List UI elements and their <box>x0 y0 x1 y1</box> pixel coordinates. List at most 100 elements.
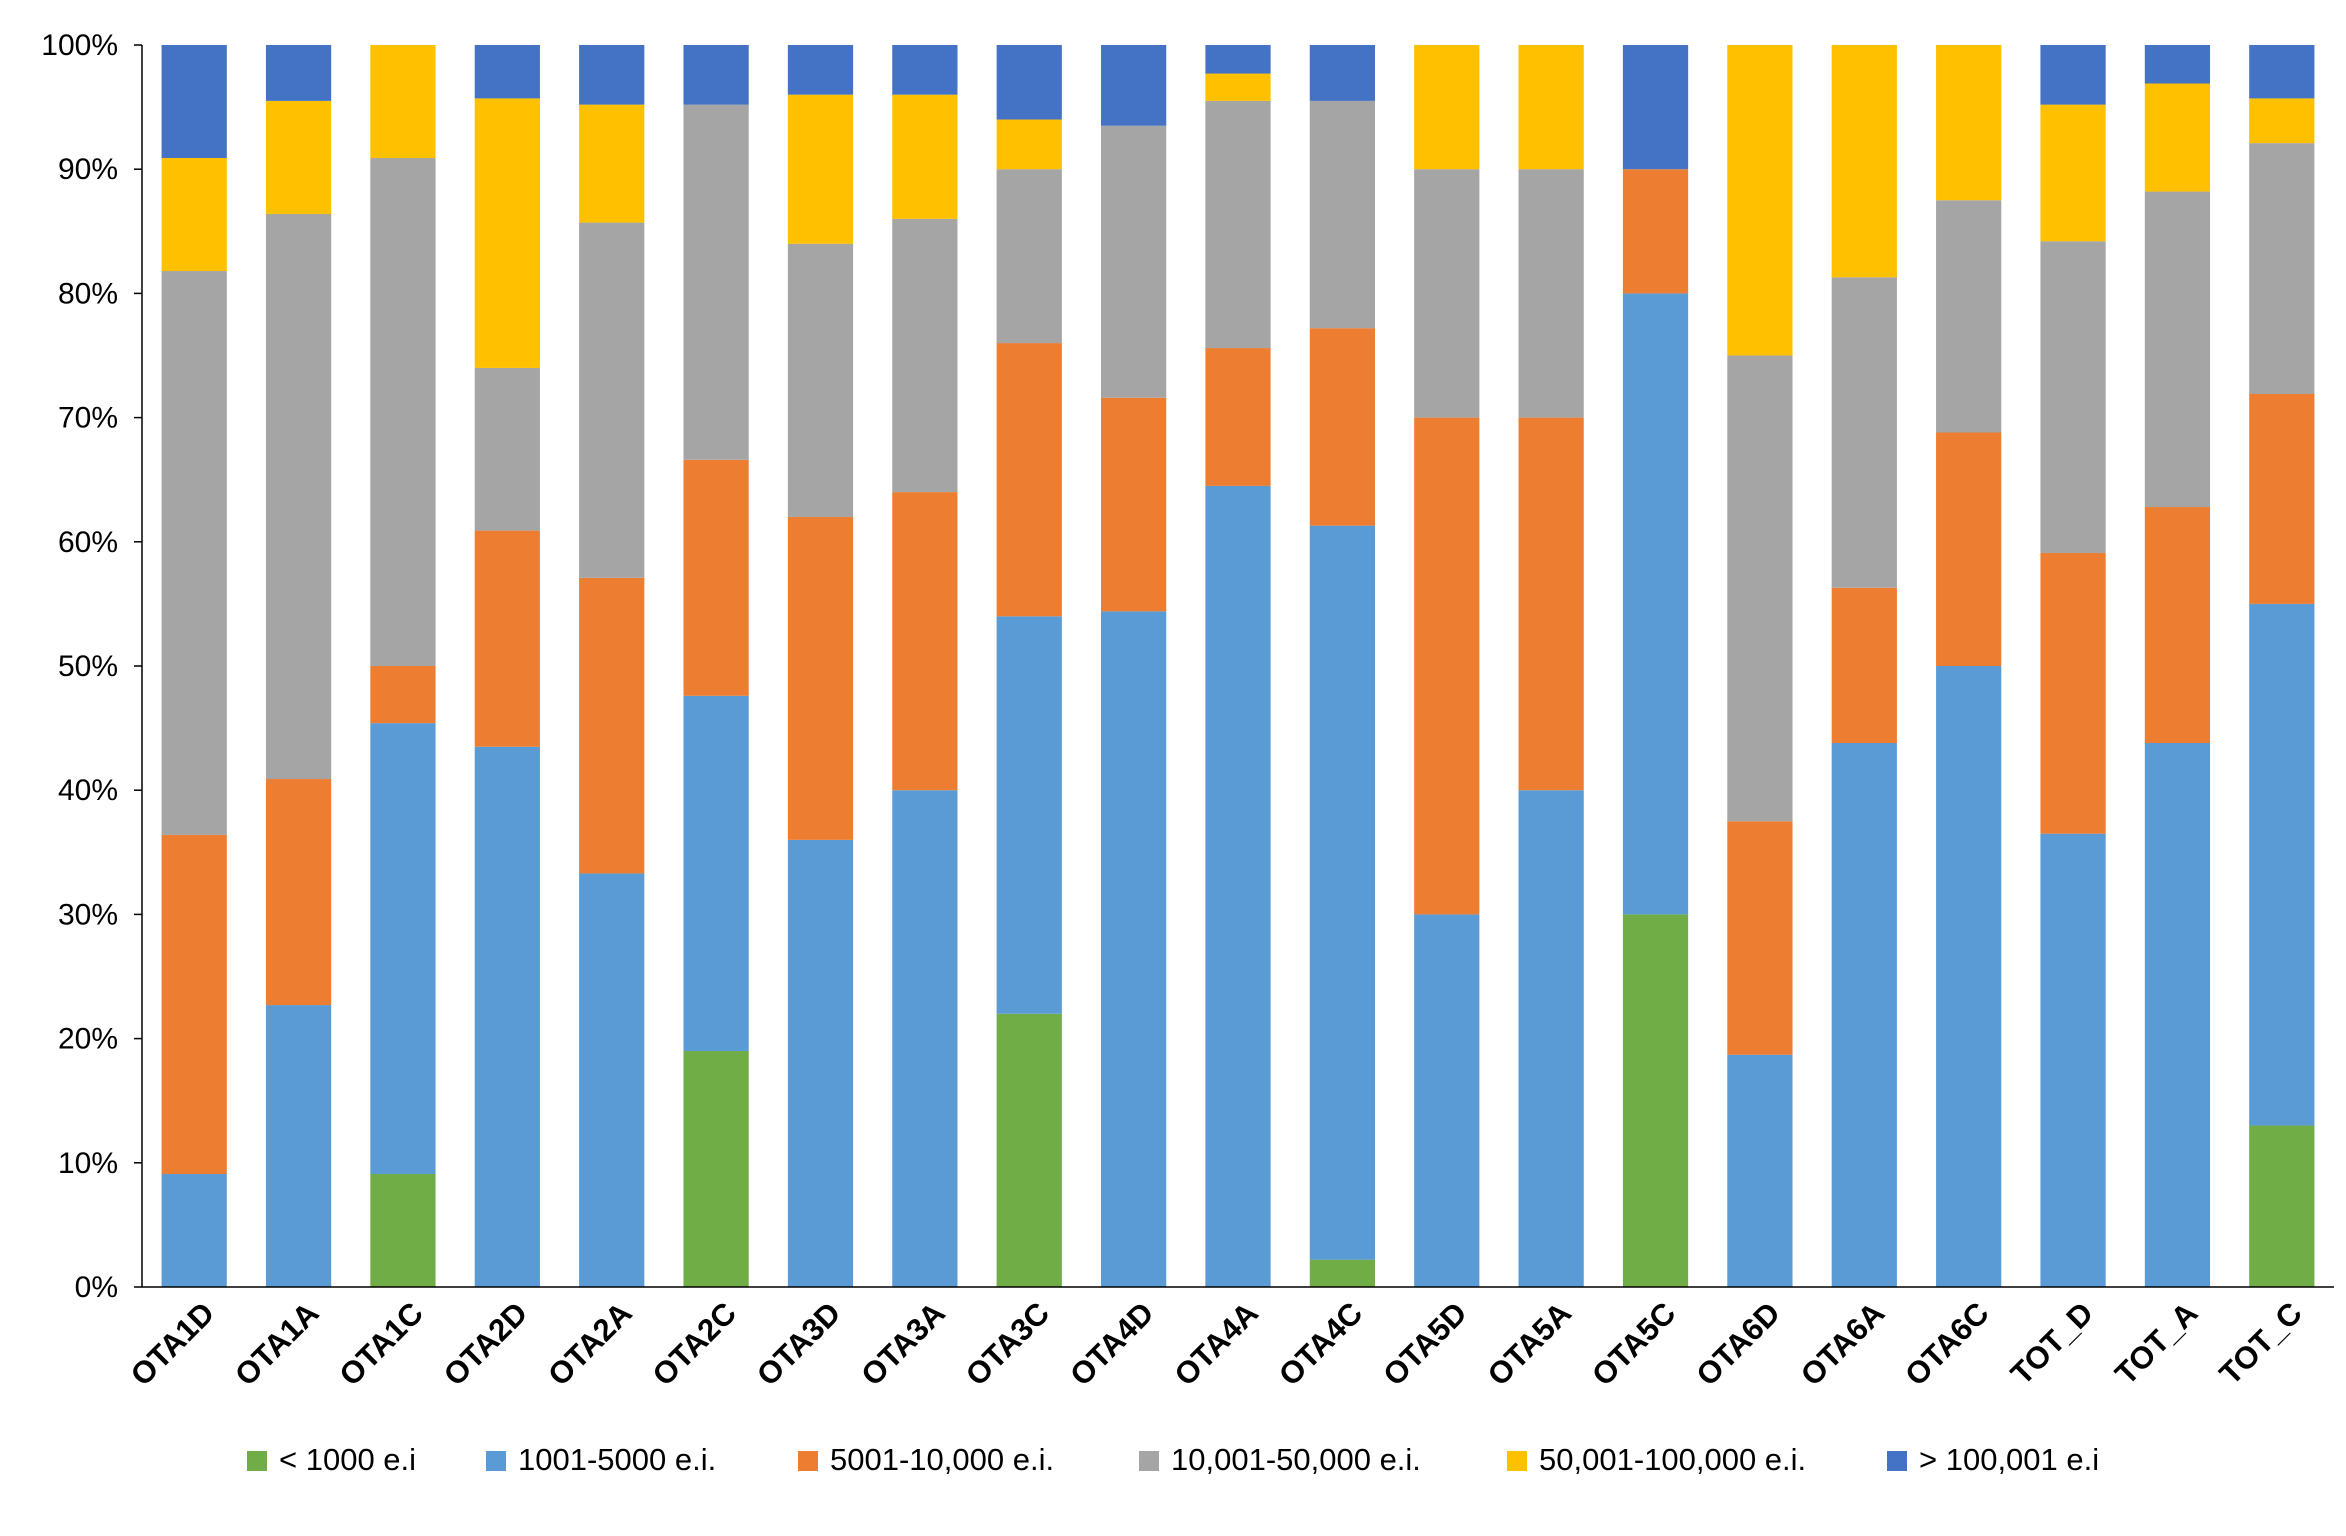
bar-segment-ota6a-series-3 <box>1831 587 1897 743</box>
bar-segment-tot-c-series-3 <box>2249 394 2315 604</box>
bar-segment-ota5a-series-4 <box>1518 169 1584 418</box>
bar-segment-ota5d-series-4 <box>1414 169 1480 418</box>
bar-segment-ota3d-series-5 <box>787 94 854 244</box>
bar-segment-tot-a-series-5 <box>2144 83 2211 192</box>
bar-segment-ota2a-series-2 <box>579 873 645 1287</box>
x-axis-tick-labels: OTA1D OTA1A OTA1C OTA2D OTA2A OTA2C OTA3D OTA3A… <box>124 1295 2309 1392</box>
bar-segment-ota5a-series-5 <box>1518 45 1584 170</box>
x-tick-label: TOT_C <box>2213 1295 2309 1391</box>
bar-segment-ota2d-series-3 <box>474 530 540 747</box>
bar-segment-ota1d-series-5 <box>161 158 227 272</box>
bar-segment-ota6c-series-2 <box>1936 666 2002 1287</box>
x-tick-label: OTA2C <box>646 1295 743 1392</box>
bar-segment-ota1c-series-4 <box>370 158 436 666</box>
bar-segment-ota5d-series-3 <box>1414 417 1480 915</box>
bar-segment-ota5a-series-3 <box>1518 417 1584 791</box>
bar-segment-ota5c-series-2 <box>1622 293 1689 915</box>
bar-segment-ota3c-series-4 <box>996 169 1062 344</box>
bar-segment-ota3d-series-2 <box>787 839 854 1287</box>
bar-segment-ota3c-series-5 <box>996 119 1062 170</box>
legend-label: < 1000 e.i <box>279 1442 416 1477</box>
bar-segment-ota3d-series-4 <box>787 243 854 517</box>
bar-segment-ota2d-series-2 <box>474 746 540 1287</box>
x-tick-label: OTA4A <box>1168 1295 1265 1392</box>
bar-segment-ota4c-series-4 <box>1309 100 1375 329</box>
legend-swatch <box>486 1451 506 1471</box>
bar-segment-tot-c-series-6 <box>2249 45 2315 99</box>
y-tick-label: 0% <box>75 1271 118 1304</box>
x-tick-label: OTA5D <box>1376 1295 1473 1392</box>
bar-segment-ota3c-series-2 <box>996 616 1062 1014</box>
bar-segment-ota1a-series-3 <box>265 779 332 1006</box>
y-tick-label: 80% <box>58 277 118 310</box>
bar-segment-tot-d-series-3 <box>2040 552 2106 834</box>
bar-segment-ota1c-series-5 <box>370 45 436 159</box>
bar-segment-ota6d-series-4 <box>1727 355 1793 822</box>
bar-segment-ota5d-series-2 <box>1414 914 1480 1287</box>
bar-segment-ota2d-series-5 <box>474 98 540 368</box>
x-tick-label: OTA6C <box>1898 1295 1995 1392</box>
bar-segment-ota5c-series-6 <box>1622 45 1689 170</box>
legend-swatch <box>1507 1451 1527 1471</box>
legend-swatch <box>1139 1451 1159 1471</box>
bar-segment-ota6d-series-3 <box>1727 821 1793 1055</box>
bar-segment-ota2a-series-3 <box>579 577 645 874</box>
y-tick-label: 70% <box>58 402 118 435</box>
bar-segment-ota2d-series-6 <box>474 45 540 99</box>
x-tick-label: TOT_D <box>2004 1295 2100 1391</box>
bar-segment-ota5d-series-5 <box>1414 45 1480 170</box>
bar-segment-ota3a-series-6 <box>892 45 958 95</box>
bar-segment-ota6a-series-4 <box>1831 277 1897 588</box>
bar-segment-ota2a-series-6 <box>579 45 645 105</box>
bar-segment-ota1a-series-5 <box>265 100 332 214</box>
bar-segment-ota1d-series-4 <box>161 271 227 835</box>
bar-segment-ota3d-series-3 <box>787 516 854 840</box>
bar-segment-ota2d-series-4 <box>474 367 540 531</box>
bar-segment-ota4d-series-2 <box>1101 611 1167 1287</box>
bar-segment-ota2a-series-5 <box>579 104 645 223</box>
bar-segment-ota6c-series-4 <box>1936 200 2002 433</box>
y-tick-label: 20% <box>58 1023 118 1056</box>
bar-segment-ota3a-series-5 <box>892 94 958 219</box>
bar-segment-ota6a-series-5 <box>1831 45 1897 278</box>
y-tick-label: 60% <box>58 526 118 559</box>
bar-segment-tot-c-series-1 <box>2249 1125 2315 1287</box>
x-tick-label: OTA6D <box>1689 1295 1786 1392</box>
x-tick-label: OTA1A <box>228 1295 325 1392</box>
x-tick-label: OTA4D <box>1063 1295 1160 1392</box>
bar-segment-ota5c-series-1 <box>1622 914 1689 1287</box>
bar-segment-ota1a-series-2 <box>265 1005 332 1287</box>
x-tick-label: TOT_A <box>2108 1295 2204 1391</box>
bar-segment-ota5a-series-2 <box>1518 790 1584 1287</box>
legend-label: > 100,001 e.i <box>1919 1442 2099 1477</box>
bar-segment-ota2c-series-3 <box>683 459 749 696</box>
x-tick-label: OTA3A <box>854 1295 951 1392</box>
bar-segment-ota4a-series-3 <box>1205 348 1271 486</box>
bar-segment-ota3a-series-2 <box>892 790 958 1287</box>
bar-segment-ota2c-series-4 <box>683 104 749 460</box>
y-tick-label: 40% <box>58 774 118 807</box>
y-tick-label: 100% <box>41 29 118 62</box>
bar-segment-ota2a-series-4 <box>579 222 645 578</box>
x-tick-label: OTA5A <box>1481 1295 1578 1392</box>
x-tick-label: OTA3D <box>750 1295 847 1392</box>
legend-swatch <box>247 1451 267 1471</box>
bar-segment-ota2c-series-1 <box>683 1051 749 1287</box>
bar-segment-tot-d-series-2 <box>2040 833 2106 1287</box>
bar-segment-ota3c-series-3 <box>996 343 1062 617</box>
bar-segment-ota6d-series-2 <box>1727 1054 1793 1287</box>
bar-segment-ota3c-series-6 <box>996 45 1062 120</box>
bar-segment-ota4c-series-1 <box>1309 1259 1375 1287</box>
bar-segment-ota4d-series-4 <box>1101 125 1167 398</box>
bar-segment-tot-a-series-3 <box>2144 507 2211 743</box>
bar-segment-ota4c-series-3 <box>1309 328 1375 526</box>
bar-segment-ota1d-series-2 <box>161 1173 227 1287</box>
bar-segment-tot-c-series-5 <box>2249 98 2315 144</box>
legend-label: 5001-10,000 e.i. <box>830 1442 1054 1477</box>
x-tick-label: OTA4C <box>1272 1295 1369 1392</box>
bar-segment-ota3d-series-6 <box>787 45 854 95</box>
bar-segment-ota1a-series-6 <box>265 45 332 101</box>
y-tick-label: 30% <box>58 898 118 931</box>
bar-segment-ota4d-series-3 <box>1101 397 1167 612</box>
